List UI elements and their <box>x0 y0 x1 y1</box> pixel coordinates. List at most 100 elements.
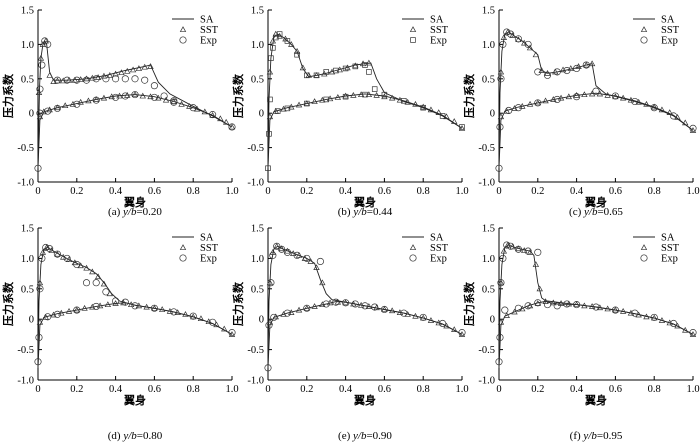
sst-point <box>534 99 541 106</box>
sst-point <box>357 301 365 308</box>
sst-point <box>118 69 125 76</box>
exp-point <box>34 358 42 366</box>
exp-point <box>611 92 619 100</box>
sst-point <box>266 279 274 286</box>
subplot-3: -1.0 -0.5 0 0.5 1.0 1.5 0 0.2 0.4 0.6 0.8 1.0 翼身 压力系数… <box>462 6 700 219</box>
exp-point <box>503 241 511 249</box>
sst-point <box>124 67 131 74</box>
subplot-caption: (a) y/b=0.20 <box>108 206 162 218</box>
exp-point <box>514 245 522 253</box>
sst-point <box>81 304 88 311</box>
exp-point <box>553 95 561 103</box>
x-tick-label: 0.2 <box>70 186 83 197</box>
x-tick-label: 0.8 <box>187 384 200 395</box>
sst-point <box>83 264 90 271</box>
sst-point <box>451 326 458 332</box>
y-tick-label: 0.5 <box>482 284 495 295</box>
sst-point <box>278 245 285 252</box>
exp-point <box>381 91 388 98</box>
sst-point <box>666 319 673 326</box>
sst-point <box>500 247 508 254</box>
exp-point <box>400 309 408 317</box>
sst-point <box>65 307 73 314</box>
sst-point <box>388 307 396 314</box>
sst-point <box>311 98 318 104</box>
y-tick-label: -1.0 <box>478 178 495 189</box>
sst-point <box>293 47 301 54</box>
sst-point <box>526 100 534 107</box>
y-tick-label: -0.5 <box>478 143 495 154</box>
sst-point <box>373 91 380 98</box>
x-tick-label: 0.4 <box>570 384 584 395</box>
exp-point <box>514 35 522 43</box>
legend-label: Exp <box>200 36 217 47</box>
sst-point <box>497 113 505 120</box>
exp-point <box>276 31 283 37</box>
exp-point <box>543 301 552 309</box>
caption-value: =0.20 <box>136 206 162 218</box>
sst-point <box>658 106 666 113</box>
sst-point <box>521 247 528 253</box>
y-tick-label: 1.5 <box>482 6 495 17</box>
sst-point <box>221 325 228 332</box>
exp-point <box>170 308 178 316</box>
sst-point <box>61 102 69 109</box>
exp-point <box>35 333 43 341</box>
sst-point <box>388 94 396 101</box>
exp-point <box>102 288 110 296</box>
sst-point <box>48 247 55 253</box>
sst-point <box>299 64 307 71</box>
exp-point <box>507 242 515 250</box>
x-tick-label: 0.2 <box>300 186 313 197</box>
sst-point <box>619 307 627 314</box>
exp-point <box>73 76 81 84</box>
sst-point <box>288 41 295 47</box>
exp-point <box>141 76 149 84</box>
x-tick-label: 0.6 <box>609 186 622 197</box>
y-tick-label: -0.5 <box>478 345 495 356</box>
legend-sst-swatch <box>409 244 417 250</box>
x-tick-label: 0.4 <box>109 186 123 197</box>
sst-point <box>162 96 170 103</box>
sst-point <box>588 60 596 67</box>
sa-series-line <box>267 93 463 169</box>
sst-point <box>280 311 287 317</box>
legend-sst-swatch <box>640 26 648 32</box>
caption-variable: y/b <box>352 206 367 218</box>
exp-point <box>313 72 320 79</box>
sst-point <box>689 331 697 337</box>
y-tick-label: 0 <box>29 315 34 326</box>
x-tick-label: 0.8 <box>648 384 661 395</box>
sst-point <box>71 259 79 266</box>
exp-point <box>361 302 369 310</box>
exp-point <box>582 61 590 69</box>
x-tick-label: 1.0 <box>455 186 468 197</box>
sst-point <box>643 100 650 107</box>
x-axis-label: 翼身 <box>123 393 146 407</box>
exp-point <box>131 91 139 99</box>
caption-prefix: (c) <box>569 206 584 218</box>
sst-point <box>500 34 508 40</box>
exp-point <box>36 109 44 117</box>
sst-point <box>588 90 596 97</box>
exp-point <box>73 100 81 108</box>
sst-point <box>178 100 185 107</box>
exp-point <box>36 285 44 293</box>
sst-point <box>303 304 310 311</box>
sst-point <box>104 301 112 308</box>
sst-point <box>155 94 162 101</box>
sst-point <box>559 66 567 73</box>
sst-point <box>129 66 137 73</box>
sst-point <box>58 309 65 316</box>
legend-label: SST <box>200 243 219 254</box>
sst-point <box>228 123 236 130</box>
legend-exp-swatch <box>640 36 648 44</box>
y-tick-label: 0 <box>490 109 495 120</box>
sa-series-line <box>267 33 463 169</box>
sst-point <box>350 91 357 98</box>
sst-point <box>359 60 367 67</box>
sst-point <box>427 106 435 113</box>
sst-point <box>54 250 61 257</box>
exp-point <box>170 98 178 106</box>
exp-point <box>524 247 532 255</box>
